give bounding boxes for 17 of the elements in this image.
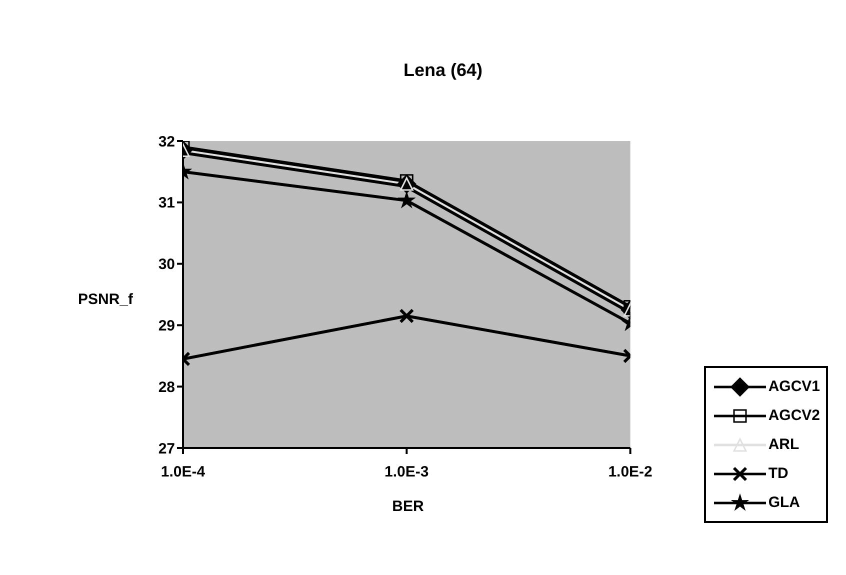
y-tick-label: 29 [158, 318, 175, 335]
x-tick-label: 1.0E-4 [160, 464, 206, 481]
legend-label: TD [768, 465, 788, 482]
y-tick-label: 30 [158, 256, 175, 274]
x-axis-title: BER [392, 498, 424, 515]
legend-label: AGCV2 [768, 407, 820, 424]
y-tick-label: 32 [158, 133, 175, 150]
x-tick-label: 1.0E-2 [608, 464, 652, 481]
y-axis-title: PSNR_f [78, 291, 134, 308]
y-tick-label: 27 [158, 440, 175, 458]
legend-label: AGCV1 [768, 378, 820, 395]
x-tick-label: 1.0E-3 [384, 464, 429, 481]
legend-label: ARL [768, 436, 800, 453]
y-tick-label: 28 [158, 378, 175, 396]
chart-title: Lena (64) [402, 60, 484, 81]
y-tick-label: 31 [158, 194, 175, 212]
legend-label: GLA [768, 494, 800, 511]
